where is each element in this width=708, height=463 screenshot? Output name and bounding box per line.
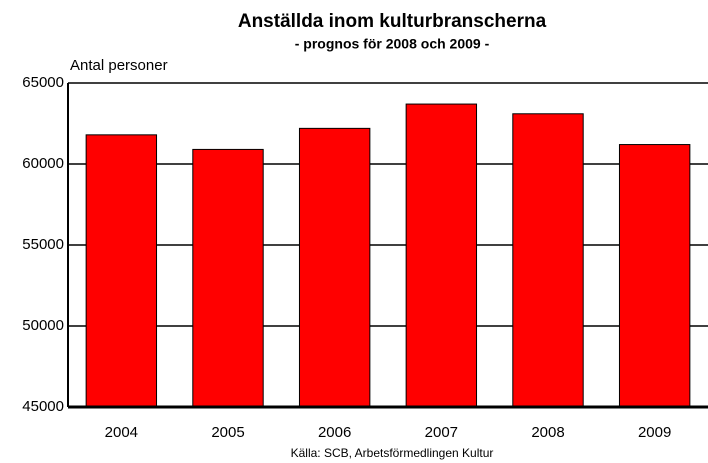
y-tick-label: 55000: [22, 236, 64, 253]
y-tick-label: 60000: [22, 155, 64, 172]
chart-subtitle: - prognos för 2008 och 2009 -: [295, 36, 490, 52]
bar: [298, 127, 371, 408]
x-tick-label: 2005: [211, 424, 244, 441]
y-tick-label: 45000: [22, 398, 64, 415]
y-axis-label: Antal personer: [70, 57, 168, 74]
bar: [512, 113, 584, 408]
x-tick-label: 2004: [105, 424, 138, 441]
bar: [618, 144, 691, 408]
source: Källa: SCB, Arbetsförmedlingen Kultur: [291, 446, 494, 460]
bar: [192, 148, 264, 408]
y-tick-label: 65000: [22, 74, 64, 91]
chart-title: Anställda inom kulturbranscherna: [238, 11, 547, 32]
x-tick-label: 2006: [318, 424, 351, 441]
x-tick-label: 2009: [638, 424, 671, 441]
x-tick-label: 2008: [531, 424, 564, 441]
bar: [85, 134, 158, 408]
y-tick-label: 50000: [22, 317, 64, 334]
x-tick-label: 2007: [425, 424, 458, 441]
bar: [405, 103, 478, 408]
